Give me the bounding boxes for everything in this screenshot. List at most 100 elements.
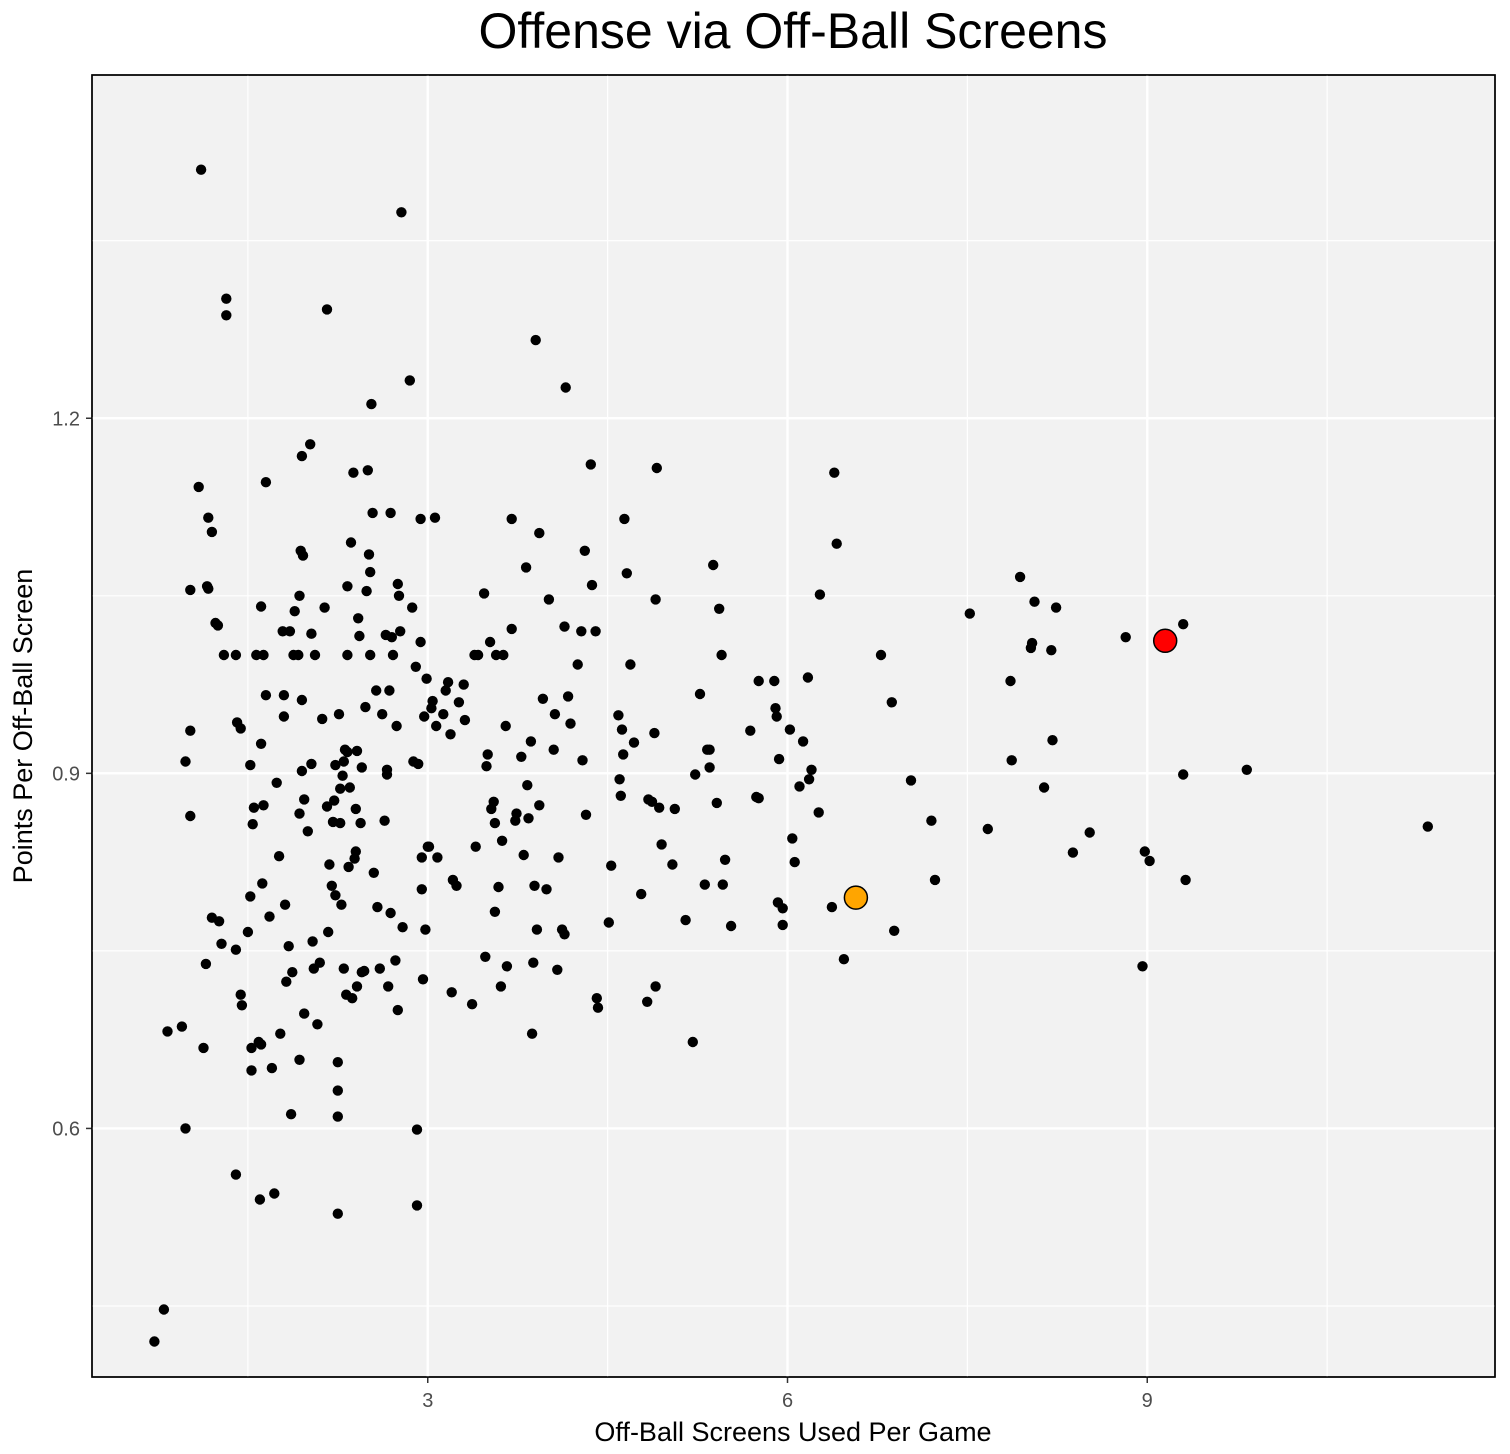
data-point: [248, 802, 260, 813]
data-point: [335, 783, 346, 794]
data-point: [383, 981, 394, 992]
plot-border: [91, 74, 1496, 1378]
data-point: [480, 951, 491, 962]
data-point: [185, 584, 196, 596]
data-point: [314, 957, 325, 968]
data-point: [287, 967, 298, 978]
data-point: [416, 852, 427, 863]
data-point: [407, 602, 418, 613]
data-point: [646, 796, 658, 807]
data-point: [773, 753, 785, 765]
data-point: [235, 723, 246, 734]
data-point: [306, 628, 317, 639]
data-point: [651, 462, 662, 474]
data-point: [338, 963, 349, 974]
data-point: [1178, 619, 1189, 630]
data-point: [794, 781, 805, 792]
data-point: [384, 685, 395, 696]
data-point: [803, 774, 815, 785]
data-point: [255, 1039, 267, 1050]
data-point: [377, 709, 388, 720]
data-point: [577, 755, 588, 766]
data-point: [279, 899, 291, 910]
data-point: [964, 608, 975, 619]
data-point: [212, 620, 224, 631]
data-point: [1029, 596, 1040, 607]
data-point: [246, 1042, 257, 1054]
data-point: [618, 749, 629, 760]
data-point: [390, 955, 401, 966]
data-point: [294, 1054, 305, 1066]
data-point: [278, 690, 290, 701]
data-point: [416, 884, 427, 895]
data-point: [195, 164, 207, 175]
data-point: [149, 1336, 160, 1347]
data-point: [367, 507, 378, 519]
data-point: [501, 961, 513, 972]
data-point: [442, 677, 454, 688]
data-point: [260, 477, 272, 488]
data-point: [278, 711, 290, 722]
data-point: [338, 756, 349, 767]
data-point: [500, 720, 511, 732]
data-point: [385, 507, 396, 519]
data-point: [319, 602, 330, 613]
data-point: [432, 852, 443, 863]
data-point: [549, 709, 561, 720]
data-point: [218, 649, 230, 661]
data-point: [251, 649, 262, 661]
data-point: [381, 764, 393, 775]
x-axis-title: Off-Ball Screens Used Per Game: [594, 1417, 991, 1447]
data-point: [875, 649, 887, 661]
data-point: [621, 568, 632, 579]
data-point: [333, 709, 345, 720]
data-point: [704, 744, 715, 755]
chart-title: Offense via Off-Ball Screens: [478, 3, 1107, 59]
data-point: [348, 467, 359, 478]
data-point: [359, 965, 370, 977]
data-point: [277, 626, 288, 637]
data-point: [213, 916, 225, 927]
data-point: [541, 884, 552, 895]
data-point: [371, 685, 382, 696]
data-point: [365, 649, 376, 661]
data-point: [1144, 855, 1155, 867]
data-point: [771, 711, 782, 722]
data-point: [362, 465, 373, 476]
data-point: [580, 809, 592, 820]
data-point: [714, 603, 725, 614]
data-point: [579, 545, 590, 556]
data-point: [293, 649, 304, 661]
data-point: [355, 817, 366, 829]
data-point: [625, 659, 636, 670]
data-point: [553, 852, 564, 863]
data-point: [520, 562, 532, 573]
data-point: [206, 526, 218, 538]
data-point: [506, 513, 517, 525]
data-point: [342, 649, 353, 661]
data-point: [431, 720, 442, 732]
data-point: [777, 903, 788, 914]
data-point: [490, 649, 502, 661]
data-point: [294, 590, 305, 601]
data-point: [530, 334, 541, 346]
data-point: [522, 780, 533, 791]
data-point: [1178, 769, 1189, 780]
data-point: [495, 981, 507, 992]
data-point: [446, 987, 457, 998]
highlight-point: [1152, 628, 1178, 654]
data-point: [321, 304, 333, 315]
data-point: [1067, 847, 1079, 858]
data-point: [332, 1111, 343, 1122]
data-point: [372, 901, 383, 913]
data-point: [680, 914, 691, 926]
data-point: [392, 578, 403, 590]
data-point: [889, 925, 900, 936]
data-point: [411, 1124, 423, 1135]
data-point: [230, 1169, 242, 1180]
data-point: [534, 800, 545, 811]
data-point: [560, 382, 571, 393]
data-point: [296, 450, 308, 462]
data-point: [366, 398, 377, 410]
data-point: [309, 649, 321, 661]
